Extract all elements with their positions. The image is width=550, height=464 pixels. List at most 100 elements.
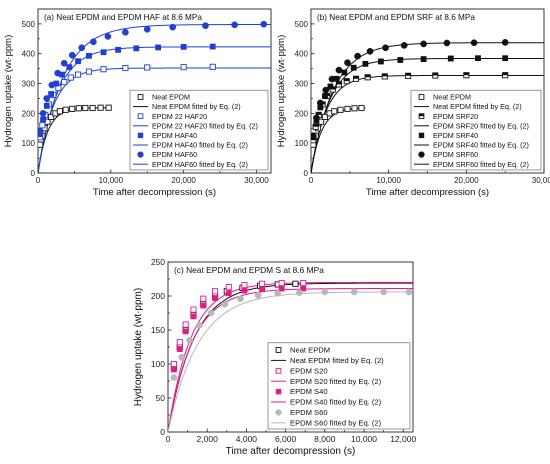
data-point bbox=[86, 52, 92, 59]
legend-label: EPDM HAF60 fitted by Eq. (2) bbox=[152, 160, 248, 169]
data-point bbox=[225, 284, 232, 291]
x-tick-label: 10,000 bbox=[376, 176, 401, 185]
legend-marker bbox=[275, 367, 282, 374]
data-point bbox=[38, 127, 44, 135]
data-point bbox=[61, 79, 68, 86]
data-point bbox=[502, 55, 509, 62]
y-tick-label: 100 bbox=[22, 139, 36, 148]
fit-line-7 bbox=[168, 291, 413, 432]
data-point bbox=[502, 72, 509, 79]
data-point bbox=[133, 45, 140, 52]
data-point bbox=[207, 309, 215, 317]
data-point bbox=[75, 58, 81, 65]
data-point bbox=[316, 99, 324, 107]
data-point bbox=[122, 64, 129, 72]
data-point bbox=[54, 69, 62, 77]
chart-title: (b) Neat EPDM and EPDM SRF at 8.6 MPa bbox=[317, 13, 475, 22]
y-tick-label: 250 bbox=[151, 257, 165, 267]
data-point bbox=[260, 20, 268, 28]
fit-line-3 bbox=[168, 281, 413, 432]
legend-label: EPDM SRF20 bbox=[433, 112, 478, 121]
data-point bbox=[105, 104, 112, 111]
legend-item: EPDM SRF20 bbox=[418, 112, 478, 121]
x-tick-label: 20,000 bbox=[454, 176, 479, 185]
legend-label: EPDM HAF40 fitted by Eq. (2) bbox=[152, 141, 248, 150]
legend-label: Neat EPDM fitted by Eq. (2) bbox=[433, 102, 522, 111]
data-point bbox=[231, 21, 238, 29]
chart-title: (a) Neat EPDM and EPDM HAF at 8.6 MPa bbox=[44, 13, 202, 22]
data-point bbox=[300, 285, 307, 292]
data-point bbox=[186, 336, 193, 344]
legend-label: EPDM S40 bbox=[290, 387, 328, 396]
plot-frame bbox=[37, 8, 272, 174]
data-point bbox=[200, 302, 207, 309]
data-point bbox=[143, 25, 151, 33]
chart-panel-3: 0 2,000 4,000 6,000 8,000 10,000 12,000 0 50 100 1… bbox=[133, 257, 416, 457]
y-tick-label: 150 bbox=[151, 325, 165, 335]
data-point bbox=[380, 288, 387, 296]
data-point bbox=[60, 59, 68, 67]
legend-label: EPDM 22 HAF20 bbox=[152, 112, 207, 121]
legend-label: EPDM S40 fitted by Eq. (2) bbox=[290, 398, 382, 407]
data-point bbox=[176, 346, 183, 352]
data-point bbox=[43, 103, 50, 109]
data-point bbox=[144, 64, 151, 71]
data-point bbox=[337, 106, 344, 113]
data-point bbox=[180, 43, 187, 50]
legend-marker bbox=[418, 151, 425, 158]
data-layer bbox=[38, 20, 271, 173]
data-point bbox=[200, 295, 207, 302]
y-tick-label: 400 bbox=[295, 50, 309, 59]
legend-item: Neat EPDM fitted by Eq. (2) bbox=[133, 102, 241, 111]
x-axis-label: Time after decompression (s) bbox=[226, 446, 356, 457]
data-point bbox=[274, 289, 282, 297]
data-point bbox=[344, 105, 351, 112]
data-point bbox=[209, 63, 216, 70]
data-point bbox=[405, 72, 412, 79]
legend-item: Neat EPDM fitted by Eq. (2) bbox=[414, 102, 522, 111]
data-point bbox=[202, 22, 209, 30]
legend-item: EPDM HAF60 bbox=[137, 150, 197, 159]
data-point bbox=[328, 75, 336, 83]
data-point bbox=[82, 104, 89, 112]
data-point bbox=[104, 33, 112, 40]
legend-item: EPDM SRF40 fitted by Eq. (2) bbox=[414, 141, 529, 150]
legend-box bbox=[267, 342, 411, 430]
legend-label: EPDM SRF40 bbox=[433, 131, 478, 140]
y-tick-label: 50 bbox=[156, 393, 166, 403]
data-point bbox=[321, 288, 329, 296]
x-tick-label: 30,000 bbox=[244, 176, 269, 185]
data-point bbox=[344, 59, 351, 67]
x-tick-label: 10,000 bbox=[351, 434, 377, 444]
data-point bbox=[78, 44, 86, 52]
data-point bbox=[43, 95, 51, 102]
y-tick-label: 300 bbox=[22, 80, 36, 89]
x-tick-label: 0 bbox=[166, 434, 171, 444]
data-point bbox=[259, 286, 265, 293]
data-point bbox=[221, 300, 229, 308]
data-point bbox=[74, 71, 82, 78]
legend-item: EPDM HAF60 fitted by Eq. (2) bbox=[133, 160, 248, 169]
legend-label: EPDM SRF60 bbox=[433, 150, 478, 159]
y-tick-label: 200 bbox=[295, 109, 309, 118]
data-point bbox=[400, 42, 408, 49]
data-point bbox=[212, 295, 218, 301]
data-point bbox=[100, 49, 107, 56]
legend-item: EPDM S20 fitted by Eq. (2) bbox=[271, 377, 382, 386]
x-tick-label: 6,000 bbox=[275, 434, 297, 444]
data-point bbox=[259, 280, 266, 287]
data-point bbox=[155, 44, 162, 51]
data-point bbox=[115, 46, 121, 53]
data-point bbox=[237, 295, 244, 303]
data-point bbox=[241, 287, 248, 294]
y-axis-label: Hydrogen uptake (wt·ppm) bbox=[3, 35, 14, 147]
data-point bbox=[225, 290, 232, 297]
data-point bbox=[66, 64, 73, 71]
legend-label: EPDM S60 bbox=[290, 408, 328, 417]
data-point bbox=[295, 289, 303, 296]
y-tick-label: 100 bbox=[151, 359, 165, 369]
y-tick-label: 300 bbox=[295, 80, 309, 89]
legend-marker bbox=[418, 132, 425, 139]
data-point bbox=[85, 68, 93, 75]
data-point bbox=[190, 313, 197, 320]
